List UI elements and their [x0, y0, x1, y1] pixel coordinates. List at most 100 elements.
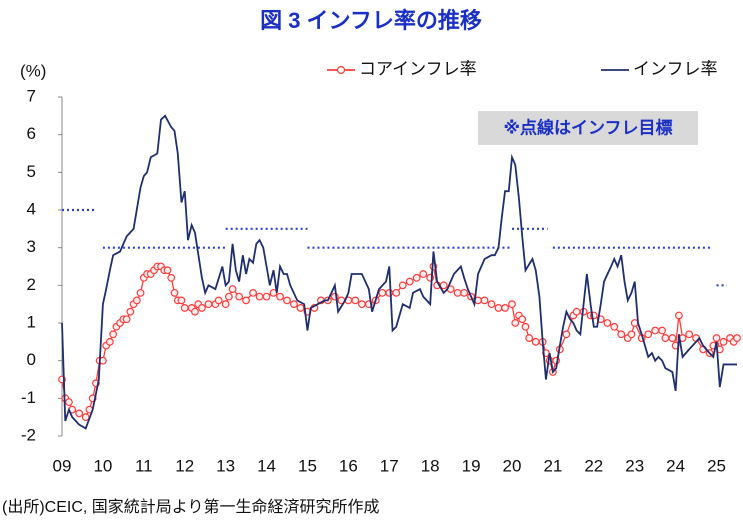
legend-label: インフレ率 [633, 59, 718, 78]
series-marker [225, 292, 233, 301]
series-marker [719, 337, 728, 346]
series-marker [531, 337, 540, 346]
series-marker [521, 322, 530, 331]
series-marker [105, 337, 114, 346]
series-line [61, 114, 737, 430]
series-marker [487, 300, 496, 309]
x-tick-label: 09 [53, 456, 72, 475]
series-marker [439, 281, 448, 290]
series-marker [180, 304, 189, 312]
series-marker [668, 334, 677, 342]
x-tick-label: 13 [216, 456, 235, 475]
legend-label: コアインフレ率 [359, 59, 477, 78]
series-marker [170, 288, 179, 297]
series-marker [412, 273, 421, 282]
series-marker [392, 288, 401, 297]
y-tick-label: 3 [27, 237, 36, 256]
series-marker [453, 288, 462, 297]
series-marker [572, 307, 581, 316]
series-marker [276, 292, 284, 301]
x-tick-label: 16 [339, 456, 358, 475]
series-marker [262, 292, 271, 301]
series-marker [627, 330, 636, 339]
series-marker [378, 288, 387, 297]
y-axis-label: (%) [20, 61, 46, 80]
series-marker [419, 270, 428, 278]
x-tick-label: 19 [462, 456, 481, 475]
x-tick-label: 20 [503, 456, 522, 475]
series-marker [494, 304, 503, 312]
series-marker [460, 288, 469, 297]
series-marker [235, 292, 244, 301]
series-marker [398, 281, 407, 290]
series-marker [242, 296, 250, 305]
series-marker [126, 307, 135, 316]
series-marker [177, 296, 186, 305]
series-marker [163, 266, 172, 275]
series-marker [255, 292, 264, 301]
series-marker [658, 326, 667, 335]
series-marker [610, 322, 619, 331]
x-tick-label: 15 [298, 456, 317, 475]
series-marker [508, 300, 516, 309]
series-marker [136, 288, 145, 297]
series-marker [675, 311, 683, 320]
x-tick-label: 22 [584, 456, 603, 475]
series-marker [501, 304, 509, 312]
series-marker [712, 334, 721, 342]
series-marker [357, 300, 366, 309]
y-tick-label: 0 [27, 350, 36, 369]
series-marker [204, 300, 213, 309]
series-marker [518, 315, 527, 324]
series-marker [249, 288, 257, 297]
y-tick-label: 6 [27, 124, 36, 143]
series-marker [65, 398, 73, 407]
series-marker [733, 334, 741, 342]
y-tick-label: -2 [21, 425, 36, 444]
x-tick-label: 10 [93, 456, 112, 475]
series-marker [214, 296, 223, 305]
series-marker [228, 285, 237, 294]
series-marker [296, 304, 305, 312]
series-marker [661, 334, 670, 342]
series-marker [480, 296, 489, 305]
annotation: ※点線はインフレ目標 [503, 117, 672, 137]
series-marker [644, 330, 653, 339]
series-marker [75, 409, 84, 418]
x-tick-label: 21 [543, 456, 562, 475]
y-tick-label: 1 [27, 312, 36, 331]
x-tick-label: 23 [625, 456, 644, 475]
series-marker [122, 315, 131, 324]
series-marker [511, 319, 520, 327]
series-marker [651, 326, 660, 335]
x-tick-label: 18 [421, 456, 440, 475]
y-tick-label: 2 [27, 275, 36, 294]
x-tick-label: 17 [380, 456, 399, 475]
series-marker [685, 330, 694, 339]
series-marker [198, 304, 206, 312]
series-marker [132, 296, 141, 305]
series-marker [405, 277, 414, 286]
series-marker [81, 413, 90, 422]
series-marker [617, 330, 626, 339]
x-tick-label: 12 [175, 456, 194, 475]
series-marker [191, 307, 199, 316]
x-tick-label: 14 [257, 456, 276, 475]
series-marker [603, 319, 612, 327]
y-tick-label: 5 [27, 162, 36, 181]
series-marker [109, 330, 118, 339]
series-marker [525, 334, 534, 342]
y-tick-label: -1 [21, 388, 36, 407]
x-tick-label: 11 [135, 456, 153, 475]
series-marker [290, 300, 298, 309]
y-tick-label: 7 [27, 86, 36, 105]
series-marker [562, 330, 571, 339]
y-tick-label: 4 [27, 199, 36, 218]
annotation-box [478, 111, 698, 145]
x-tick-label: 24 [666, 456, 685, 475]
legend-marker [336, 65, 346, 75]
source-note: (出所)CEIC, 国家統計局より第一生命経済研究所作成 [2, 498, 379, 516]
series-marker [167, 273, 176, 282]
